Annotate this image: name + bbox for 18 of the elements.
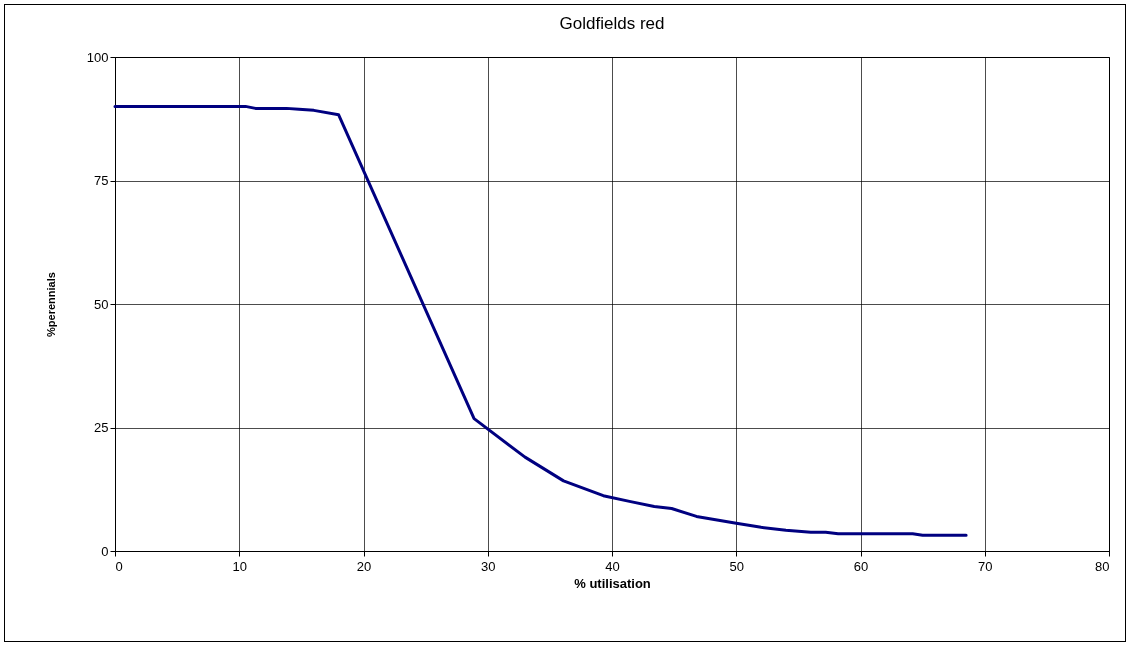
x-tick-label: 80 <box>1095 558 1110 574</box>
x-tick-label: 10 <box>232 558 247 574</box>
x-tick-label: 70 <box>978 558 993 574</box>
y-tick-label: 100 <box>86 49 109 65</box>
x-tick-label: 60 <box>853 558 869 574</box>
y-tick-label: 0 <box>101 543 109 559</box>
x-tick-label: 50 <box>729 558 744 574</box>
y-axis-title: %perennials <box>44 272 57 337</box>
chart-title: Goldfields red <box>559 14 665 33</box>
y-tick-label: 25 <box>94 420 109 435</box>
x-tick-label: 40 <box>605 558 620 574</box>
line-series <box>113 104 968 537</box>
y-tick-label: 75 <box>94 173 109 188</box>
x-tick-label: 20 <box>356 558 372 574</box>
x-tick-label: 0 <box>115 558 123 574</box>
x-axis-title: % utilisation <box>574 575 651 591</box>
y-tick-label: 50 <box>94 296 109 312</box>
x-tick-label: 30 <box>481 558 496 574</box>
